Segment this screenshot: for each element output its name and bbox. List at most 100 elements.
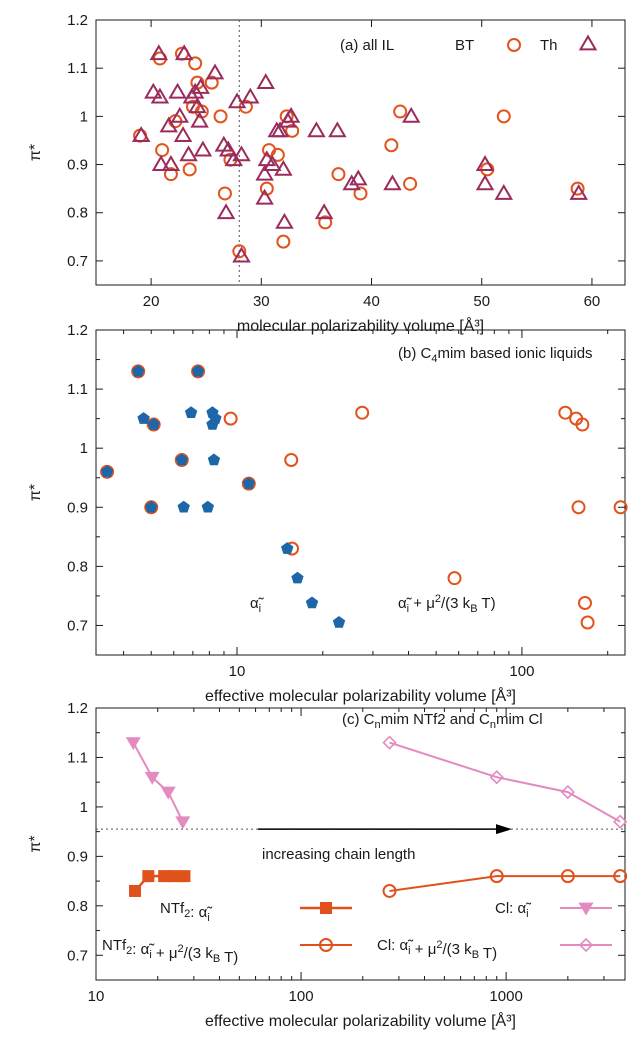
th-point (151, 155, 171, 171)
th-point (188, 97, 207, 114)
alpha-plus-dipole-point (580, 615, 595, 630)
bt-point (353, 186, 368, 201)
th-point (191, 77, 210, 94)
series-point-2 (160, 786, 176, 800)
th-point (275, 212, 294, 229)
series-point-2 (125, 737, 141, 751)
alpha-point (145, 500, 158, 513)
alpha-point (207, 453, 221, 466)
series-point-0 (158, 870, 171, 883)
th-point (349, 169, 368, 186)
series-point-0 (142, 870, 155, 883)
th-point (232, 145, 251, 162)
annotation-panel-a: (a) all IL (340, 37, 394, 54)
th-point (383, 174, 402, 191)
bt-point (318, 215, 333, 230)
th-point (190, 111, 209, 128)
legend-panel-b: (b) C4mim based ionic liquids (398, 345, 593, 365)
data-panel-b: α̃i α̃i + μ2/(3 kB T) (100, 364, 628, 630)
alpha-point (175, 453, 188, 466)
th-point (185, 82, 205, 99)
alpha-plus-dipole-point (284, 453, 299, 467)
bt-point (496, 109, 511, 124)
y-tick-label: 0.9 (67, 499, 88, 516)
x-axis-label: effective molecular polarizability volum… (205, 686, 516, 705)
bt-point (182, 162, 197, 177)
alpha-point (291, 571, 304, 584)
alpha-point (281, 542, 294, 554)
bt-point (163, 167, 178, 182)
legend-marker-bt (507, 38, 521, 52)
bt-point (155, 143, 170, 158)
y-tick-label: 1.1 (67, 749, 88, 766)
th-point (342, 174, 361, 191)
th-point (159, 116, 178, 133)
th-point (193, 140, 213, 157)
bt-point (232, 244, 247, 259)
bt-point (570, 181, 585, 196)
alpha-plus-dipole-point (223, 411, 238, 426)
bt-point (217, 186, 232, 201)
x-axis-label: molecular polarizability volume [Å³] (237, 316, 484, 335)
alpha-plus-dipole-point (571, 500, 586, 515)
plot-frame (95, 329, 626, 656)
y-tick-label: 1.1 (67, 60, 88, 77)
data-panel-a (131, 20, 598, 285)
series-point-2 (144, 771, 160, 785)
th-point (219, 140, 238, 157)
series-point-2 (175, 816, 191, 830)
th-point (173, 126, 193, 143)
alpha-point (201, 500, 214, 513)
series-point-1 (560, 869, 575, 884)
th-point (270, 121, 290, 138)
y-tick-label: 0.8 (67, 205, 88, 222)
series-line-2 (132, 742, 184, 823)
th-point (179, 145, 198, 162)
x-axis-label: effective molecular polarizability volum… (205, 1011, 516, 1030)
annotation-panel-b: (b) C4mim based ionic liquids (398, 345, 593, 365)
annotation-panel-c: (c) Cnmim NTf2 and Cnmim Cl (342, 711, 543, 731)
y-tick-label: 0.9 (67, 157, 88, 174)
x-tick-label: 20 (143, 293, 160, 310)
legend-marker-alpha (305, 596, 319, 609)
legend-marker-ntf2-alpha (320, 902, 332, 914)
y-axis-label: π* (27, 484, 44, 501)
series-line-1 (389, 875, 621, 892)
plot-frame (95, 707, 626, 981)
alpha-point (242, 477, 255, 489)
y-tick-label: 1.2 (67, 322, 88, 339)
th-point (144, 82, 163, 99)
series-point-1 (489, 869, 504, 884)
axes-panel-a: 0.7 0.8 0.9 1 1.1 1.2 20 30 40 50 60 molecular pola… (27, 12, 626, 335)
bt-point (270, 147, 285, 162)
legend-label-alpha-dipole: α̃i + μ2/(3 kB T) (398, 593, 496, 615)
x-tick-label: 10 (88, 988, 105, 1005)
y-tick-label: 1 (80, 108, 88, 125)
th-point (149, 44, 169, 61)
bt-point (393, 104, 408, 119)
alpha-point (147, 418, 160, 430)
series-point-3 (613, 814, 628, 829)
x-tick-label: 50 (473, 293, 490, 310)
x-tick-label: 100 (509, 663, 534, 680)
th-point (494, 183, 514, 200)
x-tick-label: 1000 (489, 988, 522, 1005)
th-point (241, 87, 260, 104)
th-point (475, 174, 495, 191)
th-point (224, 150, 243, 167)
th-point (281, 106, 301, 123)
alpha-point (100, 465, 114, 478)
series-point-1 (382, 883, 397, 898)
legend-panel-c: (c) Cnmim NTf2 and Cnmim Cl increasing c… (262, 711, 543, 863)
y-tick-label: 0.7 (67, 617, 88, 634)
legend-label-cl-alpha-dipole: Cl: α̃i + μ2/(3 kB T) (377, 937, 497, 962)
alpha-point (137, 412, 150, 424)
legend-label-cl-alpha: Cl: α̃i (495, 900, 532, 920)
y-tick-label: 1 (80, 799, 88, 816)
series-line-3 (389, 741, 621, 823)
legend-marker-cl-alpha-dipole (578, 937, 594, 953)
x-tick-label: 60 (584, 293, 601, 310)
x-tick-label: 100 (289, 988, 314, 1005)
series-point-3 (489, 770, 504, 785)
